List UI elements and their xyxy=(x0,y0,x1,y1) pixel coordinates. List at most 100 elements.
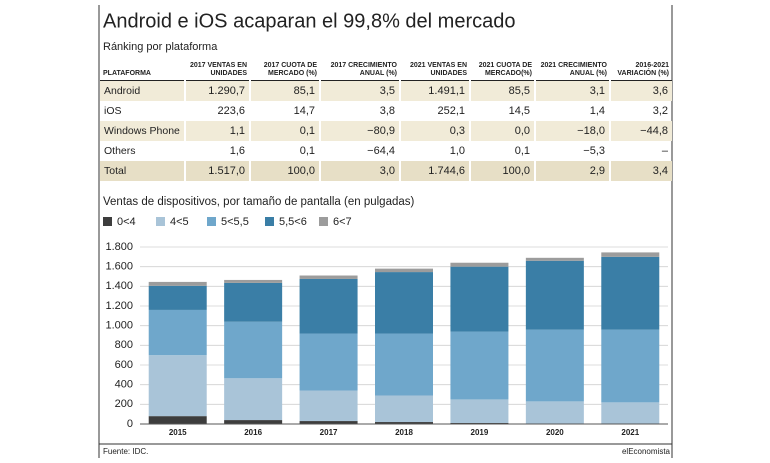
table-header: PLATAFORMA 2017 VENTAS EN UNIDADES 2017 CU… xyxy=(100,60,672,81)
table-cell: −44,8 xyxy=(609,121,672,141)
bar-segment xyxy=(601,329,660,403)
bar-segment xyxy=(601,402,660,424)
table-cell: 85,5 xyxy=(469,80,535,101)
y-tick-label: 1.200 xyxy=(105,300,133,312)
bar-segment xyxy=(525,401,584,424)
table-cell: 0,0 xyxy=(469,121,535,141)
table-cell: – xyxy=(609,141,672,161)
table-cell: 252,1 xyxy=(399,101,470,121)
table-cell: 3,1 xyxy=(534,80,610,101)
y-tick-label: 400 xyxy=(115,379,133,391)
legend-swatch xyxy=(156,217,165,226)
brand: elEconomista xyxy=(622,447,671,456)
y-tick-label: 1.800 xyxy=(105,241,133,253)
table-row: Others 1,6 0,1 −64,4 1,0 0,1 −5,3– xyxy=(100,141,672,161)
table-title: Ránking por plataforma xyxy=(103,41,218,53)
x-tick-label: 2015 xyxy=(169,428,187,437)
legend-label: 5,5<6 xyxy=(279,216,307,228)
table-cell: Windows Phone xyxy=(100,121,185,141)
bar-segment xyxy=(525,260,584,330)
bar-segment xyxy=(148,355,207,417)
column-header: 2017 CRECIMIENTO ANUAL (%) xyxy=(320,60,400,81)
table-cell: 1.491,1 xyxy=(399,80,470,101)
bar-segment xyxy=(148,309,207,356)
y-tick-label: 1.400 xyxy=(105,280,133,292)
source: Fuente: IDC. xyxy=(103,447,148,456)
column-header: 2021 CUOTA DE MERCADO(%) xyxy=(470,60,535,81)
bar-segment xyxy=(148,281,207,286)
bar-segment xyxy=(224,420,283,424)
table-cell: 3,4 xyxy=(609,161,672,181)
y-tick-label: 200 xyxy=(115,398,133,410)
table-cell: 85,1 xyxy=(249,80,320,101)
table-cell: 1,0 xyxy=(399,141,470,161)
bar-segment xyxy=(224,321,283,379)
bar-segment xyxy=(525,257,584,261)
column-header: 2021 VENTAS EN UNIDADES xyxy=(400,60,470,81)
table-cell: 3,5 xyxy=(319,80,400,101)
y-tick-label: 1.600 xyxy=(105,261,133,273)
table-row: Total 1.517,0 100,0 3,0 1.744,6 100,0 2,9 3,4 xyxy=(100,161,672,181)
table-cell: 14,5 xyxy=(469,101,535,121)
bar-segment xyxy=(601,256,660,330)
table-cell: 0,1 xyxy=(249,141,320,161)
bar-segment xyxy=(450,266,509,332)
bar-segment xyxy=(224,282,283,322)
table-cell: 1.744,6 xyxy=(399,161,470,181)
bar-segment xyxy=(299,275,358,279)
bar-segment xyxy=(601,252,660,257)
bar-segment xyxy=(450,262,509,267)
bar-segment xyxy=(299,333,358,391)
y-tick-label: 800 xyxy=(115,339,133,351)
table-cell: 1.290,7 xyxy=(184,80,250,101)
bar-segment xyxy=(525,329,584,402)
bar-segment xyxy=(148,416,207,424)
legend-label: 0<4 xyxy=(117,216,136,228)
table-cell: 1,4 xyxy=(534,101,610,121)
ranking-table: PLATAFORMA 2017 VENTAS EN UNIDADES 2017 CU… xyxy=(100,60,672,181)
table-row: iOS 223,6 14,7 3,8 252,1 14,5 1,4 3,2 xyxy=(100,101,672,121)
bar-segment xyxy=(375,422,433,424)
bar-segment xyxy=(299,278,358,334)
table-cell: Total xyxy=(100,161,185,181)
page-title: Android e iOS acaparan el 99,8% del merc… xyxy=(103,10,515,32)
table-cell: 3,2 xyxy=(609,101,672,121)
x-tick-label: 2016 xyxy=(244,428,262,437)
bar-segment xyxy=(375,395,433,423)
x-tick-label: 2021 xyxy=(621,428,639,437)
bar-segment xyxy=(450,399,509,424)
y-tick-label: 0 xyxy=(127,418,133,430)
table-cell: 1,1 xyxy=(184,121,250,141)
table-cell: 0,1 xyxy=(249,121,320,141)
table-cell: 223,6 xyxy=(184,101,250,121)
legend-swatch xyxy=(265,217,274,226)
table-cell: 3,8 xyxy=(319,101,400,121)
table-cell: Others xyxy=(104,145,136,157)
table-row: Windows Phone 1,1 0,1 −80,9 0,3 0,0 −18,0 −44,8 xyxy=(100,121,672,141)
table-cell: 2,9 xyxy=(534,161,610,181)
table-cell: −18,0 xyxy=(534,121,610,141)
table-cell: 3,0 xyxy=(319,161,400,181)
table-cell: 1,6 xyxy=(184,141,250,161)
table-cell: −64,4 xyxy=(319,141,400,161)
bar-segment xyxy=(224,378,283,421)
column-header: 2016-2021 VARIACIÓN (%) xyxy=(610,60,672,81)
table-row: Android 1.290,7 85,1 3,5 1.491,1 85,5 3,1 3,6 xyxy=(100,80,672,101)
bar-segment xyxy=(450,331,509,400)
chart-title: Ventas de dispositivos, por tamaño de pa… xyxy=(103,196,415,208)
bar-segment xyxy=(375,272,433,334)
bar-segment xyxy=(224,279,283,283)
column-header: PLATAFORMA xyxy=(100,60,185,81)
table-cell: −5,3 xyxy=(534,141,610,161)
x-tick-label: 2017 xyxy=(320,428,338,437)
legend-label: 5<5,5 xyxy=(221,216,249,228)
legend-swatch xyxy=(103,217,112,226)
y-tick-label: 600 xyxy=(115,359,133,371)
bar-segment xyxy=(299,421,358,424)
column-header: 2017 VENTAS EN UNIDADES xyxy=(185,60,250,81)
legend-swatch xyxy=(319,217,328,226)
bar-segment xyxy=(148,285,207,310)
table-cell: Android xyxy=(100,80,185,101)
